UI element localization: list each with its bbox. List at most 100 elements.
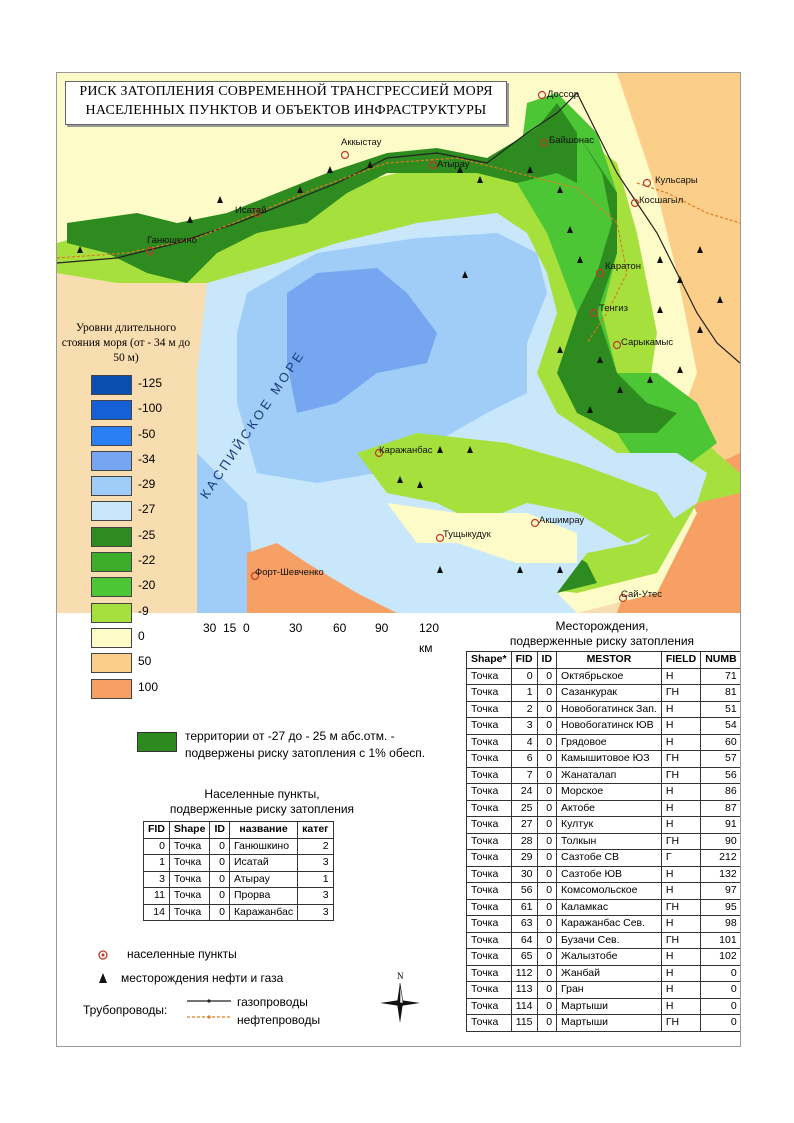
table-cell: Н: [660, 882, 702, 900]
table-row: 1 Точка 0 Исатай 3: [143, 854, 334, 872]
table-cell: 0: [536, 948, 558, 966]
table-row: Точка 28 0 Толкын ГН 90: [466, 832, 740, 850]
table-cell: 2: [510, 700, 538, 718]
legend-level-label: -20: [138, 578, 156, 593]
map-title-line2: НАСЕЛЕННЫХ ПУНКТОВ И ОБЪЕКТОВ ИНФРАСТРУК…: [85, 103, 487, 118]
table-cell: Точка: [466, 981, 512, 999]
table-row: Точка 114 0 Мартыши Н 0: [466, 997, 740, 1015]
table-cell: Н: [660, 915, 702, 933]
table-cell: Н: [660, 964, 702, 982]
label-karaton: Каратон: [605, 261, 641, 272]
sea-minus34: [287, 268, 437, 413]
table-row: Точка 24 0 Морское Н 86: [466, 783, 740, 801]
settlements-title: Населенные пункты, подверженные риску за…: [137, 787, 387, 817]
scale-label: 30: [203, 621, 217, 635]
scale-label: 30: [289, 621, 303, 635]
table-cell: 0: [536, 849, 558, 867]
table-cell: 0: [536, 684, 558, 702]
table-header: катег: [297, 821, 334, 839]
settlement-circle-icon: [612, 340, 622, 350]
label-atyrau: Атырау: [437, 159, 470, 170]
table-cell: 1: [143, 854, 170, 872]
table-cell: Грядовое: [556, 733, 662, 751]
table-cell: Точка: [466, 799, 512, 817]
land-minus20: [517, 93, 717, 493]
table-cell: 132: [700, 865, 740, 883]
land-minus25-north: [67, 103, 577, 283]
settlement-circle-icon: [530, 518, 540, 528]
legend-level-label: -34: [138, 451, 156, 466]
table-cell: Точка: [168, 837, 211, 855]
table-cell: 0: [510, 667, 538, 685]
table-cell: ГН: [660, 898, 702, 916]
table-cell: 64: [510, 931, 538, 949]
legend-swatch: [91, 653, 132, 674]
table-cell: Ганюшкино: [228, 837, 299, 855]
table-cell: Точка: [466, 964, 512, 982]
risk-swatch: [137, 732, 177, 752]
table-row: Точка 0 0 Октябрьское Н 71: [466, 667, 740, 685]
table-cell: 0: [536, 981, 558, 999]
label-dossor: Доссор: [547, 89, 579, 100]
table-cell: Толкын: [556, 832, 662, 850]
table-cell: 3: [297, 854, 334, 872]
risk-line1: территории от -27 до - 25 м абс.отм. -: [185, 729, 395, 743]
label-baishonas: Байшонас: [549, 135, 595, 146]
table-cell: 90: [700, 832, 740, 850]
table-cell: Мартыши: [556, 997, 662, 1015]
label-ganyushkino: Ганюшкино: [147, 235, 197, 246]
table-cell: Жанбай: [556, 964, 662, 982]
label-akshimrau: Акшимрау: [539, 515, 585, 526]
table-row: Точка 112 0 Жанбай Н 0: [466, 964, 740, 982]
table-cell: 3: [297, 887, 334, 905]
scale-bar-labels: 30 15 0 30 60 90 120 км: [203, 621, 473, 661]
settlements-title1: Населенные пункты,: [204, 787, 320, 801]
table-cell: ГН: [660, 1014, 702, 1032]
legend-swatch: [91, 450, 132, 471]
table-cell: Точка: [168, 854, 211, 872]
table-cell: 113: [510, 981, 538, 999]
table-header: название: [228, 821, 299, 839]
table-header: FID: [143, 821, 170, 839]
legend-gas: газопроводы: [237, 995, 308, 1009]
table-cell: Каламкас: [556, 898, 662, 916]
table-cell: 0: [209, 870, 230, 888]
table-cell: 28: [510, 832, 538, 850]
table-cell: 61: [510, 898, 538, 916]
legend-level-label: 100: [138, 679, 159, 694]
label-karazhanbas: Каражанбас: [379, 445, 433, 456]
table-cell: 2: [297, 837, 334, 855]
gas-pipeline: [57, 92, 578, 264]
table-cell: Комсомольское: [556, 882, 662, 900]
table-cell: ГН: [660, 832, 702, 850]
sea-south: [197, 453, 257, 613]
table-row: Точка 2 0 Новобогатинск Зап. Н 51: [466, 700, 740, 718]
map-title: РИСК ЗАТОПЛЕНИЯ СОВРЕМЕННОЙ ТРАНСГРЕССИЕ…: [65, 81, 507, 125]
table-cell: 98: [700, 915, 740, 933]
table-cell: Н: [660, 717, 702, 735]
legend-swatch: [91, 526, 132, 547]
table-cell: 54: [700, 717, 740, 735]
label-akkystau: Аккыстау: [341, 137, 382, 148]
label-isatai: Исатай: [235, 205, 267, 216]
table-cell: Морское: [556, 783, 662, 801]
settlement-circle-icon: [374, 448, 384, 458]
table-cell: Новобогатинск ЮВ: [556, 717, 662, 735]
label-sarykamys: Сарыкамыс: [621, 337, 674, 348]
table-cell: 0: [209, 903, 230, 921]
table-cell: Жанаталап: [556, 766, 662, 784]
land-buzachi: [357, 433, 677, 543]
table-cell: 0: [209, 887, 230, 905]
table-cell: ГН: [660, 750, 702, 768]
table-cell: 97: [700, 882, 740, 900]
table-cell: Точка: [466, 915, 512, 933]
table-header: FID: [510, 651, 538, 669]
table-cell: Бузачи Сев.: [556, 931, 662, 949]
scale-label: 60: [333, 621, 347, 635]
legend-swatch: [91, 602, 132, 623]
table-cell: Прорва: [228, 887, 299, 905]
table-cell: Точка: [466, 931, 512, 949]
table-cell: 81: [700, 684, 740, 702]
legend-swatch: [91, 678, 132, 699]
table-cell: Точка: [466, 832, 512, 850]
